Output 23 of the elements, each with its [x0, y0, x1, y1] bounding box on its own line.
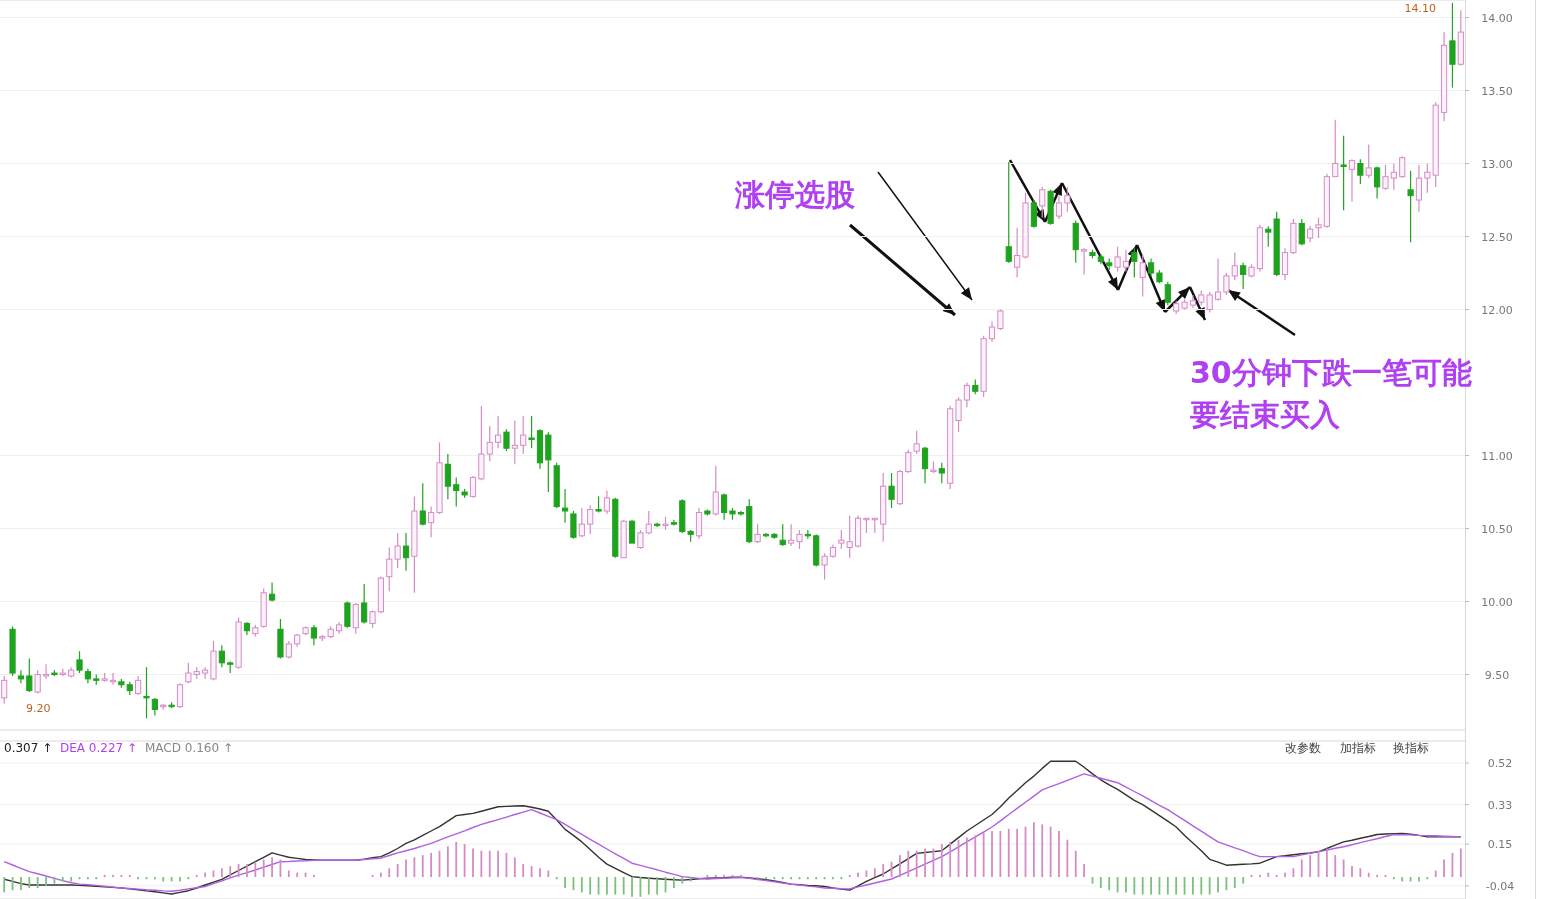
y-tick-label: 10.50 [1481, 522, 1513, 536]
y-tick-label: 0.15 [1487, 838, 1513, 852]
annotation: 加指标 [1340, 741, 1376, 755]
annotation: MACD 0.160 ↑ [145, 741, 234, 755]
annotation: DEA 0.227 ↑ [60, 741, 138, 755]
y-tick-label: 0.52 [1487, 756, 1513, 770]
y-tick-label: 12.00 [1481, 303, 1513, 317]
annotation: 改参数 [1285, 741, 1321, 755]
annotation: 30分钟下跌一笔可能要结束买入 [1190, 355, 1472, 432]
y-tick-label: 0.33 [1487, 798, 1513, 812]
annotation: 换指标 [1393, 741, 1429, 755]
y-tick-label: 9.50 [1484, 668, 1510, 682]
annotation: 0.307 ↑ [4, 741, 53, 755]
y-tick-label: -0.04 [1485, 879, 1515, 893]
y-tick-label: 13.00 [1481, 157, 1513, 171]
y-tick-label: 13.50 [1481, 84, 1513, 98]
y-tick-label: 11.00 [1481, 449, 1513, 463]
y-tick-label: 12.50 [1481, 230, 1513, 244]
y-tick-label: 10.00 [1481, 595, 1513, 609]
y-tick-label: 14.00 [1481, 11, 1513, 25]
annotation: 14.10 [1404, 2, 1436, 15]
annotation: 9.20 [26, 702, 51, 715]
annotation: 涨停选股 [734, 177, 856, 212]
